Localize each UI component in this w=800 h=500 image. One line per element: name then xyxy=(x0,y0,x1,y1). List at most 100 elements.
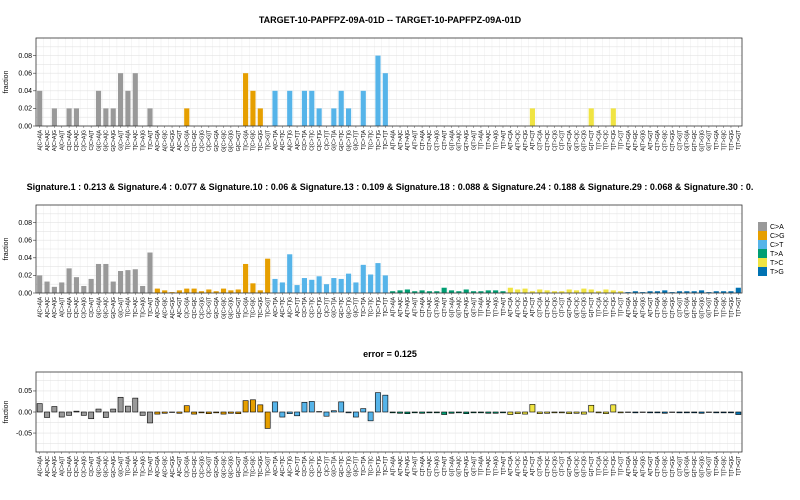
x-tick-label: A[C>A]G xyxy=(52,130,58,151)
x-tick-label: T[C>G]C xyxy=(251,297,257,318)
x-tick-label: A[C>A]T xyxy=(60,296,66,317)
y-tick-label: 0.04 xyxy=(18,255,32,262)
x-tick-label: T[T>A]G xyxy=(493,456,499,476)
x-tick-label: T[C>A]T xyxy=(148,296,154,317)
bar-A[T>C]T xyxy=(529,404,536,413)
x-tick-label: G[T>C]A xyxy=(567,456,573,477)
bar-A[C>T]G xyxy=(286,411,293,414)
x-tick-label: C[T>C]G xyxy=(552,456,558,477)
bar-C[C>A]G xyxy=(80,411,87,416)
x-tick-label: A[T>A]T xyxy=(413,455,419,475)
x-tick-label: T[C>T]C xyxy=(368,456,374,476)
bar-T[T>A]A xyxy=(478,411,484,414)
x-tick-label: C[T>C]G xyxy=(552,297,558,318)
y-tick-label: 0.04 xyxy=(18,88,32,95)
legend-swatch-t-g xyxy=(758,267,767,276)
bar-T[T>A]C xyxy=(485,290,491,293)
x-tick-label: A[T>G]G xyxy=(641,297,647,318)
x-tick-label: C[C>G]G xyxy=(199,456,205,478)
bar-T[T>A]G xyxy=(492,411,499,414)
x-tick-label: G[T>G]A xyxy=(685,130,691,152)
bar-C[T>C]A xyxy=(537,289,543,293)
legend-entry: C>G xyxy=(758,231,785,240)
x-tick-label: A[T>A]T xyxy=(413,296,419,316)
bar-C[C>G]T xyxy=(206,289,212,293)
bar-A[C>T]A xyxy=(272,90,278,126)
bar-T[C>G]A xyxy=(242,400,249,413)
x-tick-label: T[C>T]T xyxy=(383,455,389,475)
x-tick-label: G[C>G]T xyxy=(236,129,242,151)
bar-C[C>A]C xyxy=(73,108,80,126)
x-tick-label: A[T>A]A xyxy=(390,130,396,150)
x-tick-label: T[T>G]C xyxy=(721,130,727,151)
x-tick-label: G[T>C]C xyxy=(574,130,580,151)
x-tick-label: G[C>A]G xyxy=(111,130,117,152)
x-tick-label: A[C>A]T xyxy=(60,129,66,150)
x-tick-label: C[C>G]T xyxy=(207,129,213,151)
x-tick-label: G[T>A]C xyxy=(457,297,463,318)
x-tick-label: A[T>G]A xyxy=(626,456,632,477)
x-tick-label: T[T>A]G xyxy=(493,130,499,150)
x-tick-label: A[C>T]C xyxy=(280,456,286,477)
bar-A[T>G]C xyxy=(632,291,638,293)
bar-A[C>A]G xyxy=(51,406,58,413)
x-tick-label: A[T>A]A xyxy=(390,456,396,476)
bar-A[C>G]G xyxy=(169,292,175,293)
x-tick-label: G[T>C]C xyxy=(574,297,580,318)
x-tick-label: C[C>T]T xyxy=(324,296,330,317)
x-tick-label: T[C>T]A xyxy=(361,456,367,476)
bar-A[T>A]T xyxy=(411,411,418,414)
x-tick-label: C[T>A]G xyxy=(435,456,441,477)
bar-A[T>C]G xyxy=(522,411,528,415)
bar-G[T>A]G xyxy=(463,289,469,293)
bar-C[T>C]A xyxy=(536,411,543,414)
x-tick-label: C[C>G]A xyxy=(185,130,191,152)
bar-C[C>T]G xyxy=(316,108,322,126)
x-tick-label: A[T>C]G xyxy=(523,456,529,477)
bar-G[C>A]A xyxy=(95,408,102,413)
bar-G[C>T]T xyxy=(353,282,359,293)
bar-G[C>G]T xyxy=(235,289,241,293)
bar-G[T>C]A xyxy=(566,289,572,293)
bar-A[C>A]C xyxy=(44,281,50,293)
x-tick-label: T[T>C]T xyxy=(618,455,624,475)
x-tick-label: C[T>A]T xyxy=(442,129,448,150)
x-tick-label: T[C>A]C xyxy=(133,297,139,318)
bar-G[T>C]T xyxy=(588,404,595,413)
bar-G[C>A]A xyxy=(95,263,102,293)
bar-T[C>A]A xyxy=(125,405,131,413)
bar-G[C>A]C xyxy=(102,411,109,418)
bar-T[C>T]C xyxy=(367,411,374,422)
bar-A[T>C]A xyxy=(507,287,513,293)
bar-G[C>G]A xyxy=(213,411,220,414)
x-tick-label: G[T>G]C xyxy=(692,297,698,319)
bar-A[C>T]T xyxy=(294,411,300,417)
bar-G[C>G]A xyxy=(213,291,219,293)
y-tick-label: 0.00 xyxy=(18,123,32,130)
x-tick-label: A[C>A]G xyxy=(52,297,58,318)
x-tick-label: A[C>A]A xyxy=(37,456,43,477)
x-tick-label: C[T>G]G xyxy=(670,297,676,318)
y-axis: 0.00 0.02 0.04 0.06 0.08 xyxy=(18,53,36,130)
bar-G[T>C]G xyxy=(581,288,587,293)
x-tick-label: C[C>G]C xyxy=(192,456,198,478)
x-tick-label: A[T>A]C xyxy=(398,456,404,476)
x-tick-label: T[C>A]C xyxy=(133,130,139,151)
bar-A[C>T]G xyxy=(287,90,293,126)
bar-C[T>C]T xyxy=(559,291,565,293)
x-tick-label: T[C>G]T xyxy=(265,296,271,317)
grid-lines xyxy=(35,372,743,452)
x-axis: A[C>A]A A[C>A]C A[C>A]G A[C>A]T C[C>A]A C[C>A… xyxy=(37,293,742,319)
x-tick-label: C[T>G]A xyxy=(655,297,661,318)
x-tick-label: G[C>T]C xyxy=(339,456,345,477)
bar-A[T>A]A xyxy=(390,291,396,293)
x-tick-label: G[C>G]C xyxy=(221,456,227,478)
x-tick-label: T[C>A]A xyxy=(126,456,132,477)
x-tick-label: C[T>A]C xyxy=(427,297,433,318)
bar-T[C>G]C xyxy=(250,90,256,126)
x-tick-label: G[T>A]A xyxy=(449,456,455,477)
x-tick-label: G[T>A]G xyxy=(464,456,470,477)
bar-A[T>C]A xyxy=(507,411,514,415)
bar-G[T>G]T xyxy=(706,292,712,293)
bar-A[C>T]G xyxy=(287,254,293,293)
